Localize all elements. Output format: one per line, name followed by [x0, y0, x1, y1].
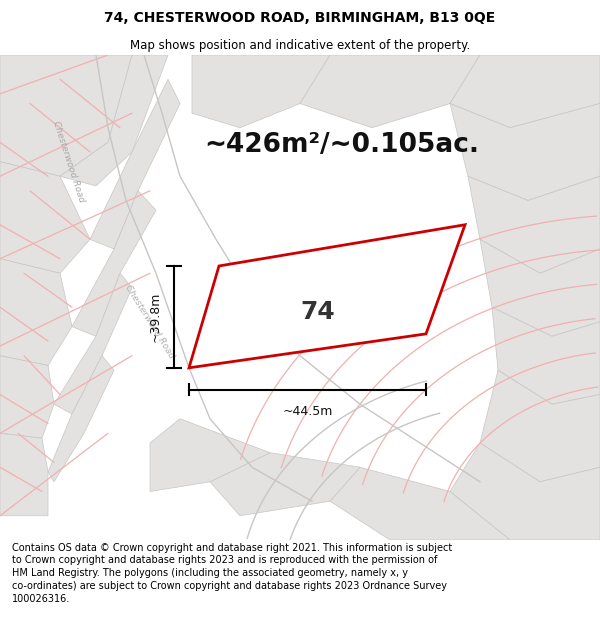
Polygon shape: [492, 308, 600, 404]
Polygon shape: [192, 55, 330, 128]
Polygon shape: [450, 55, 600, 128]
Polygon shape: [189, 225, 465, 368]
Polygon shape: [60, 55, 168, 186]
Polygon shape: [54, 273, 132, 414]
Text: 74: 74: [301, 300, 335, 324]
Polygon shape: [0, 433, 48, 516]
Polygon shape: [0, 162, 90, 273]
Polygon shape: [480, 370, 600, 482]
Polygon shape: [72, 191, 156, 336]
Text: ~44.5m: ~44.5m: [283, 405, 332, 418]
Text: Chesterwood Road: Chesterwood Road: [124, 283, 176, 360]
Text: ~426m²/~0.105ac.: ~426m²/~0.105ac.: [205, 132, 479, 158]
Polygon shape: [90, 79, 180, 249]
Polygon shape: [468, 176, 600, 273]
Polygon shape: [0, 356, 54, 438]
Polygon shape: [48, 356, 114, 482]
Text: Contains OS data © Crown copyright and database right 2021. This information is : Contains OS data © Crown copyright and d…: [12, 542, 452, 604]
Polygon shape: [150, 419, 270, 491]
Polygon shape: [480, 239, 600, 336]
Polygon shape: [330, 468, 510, 540]
Polygon shape: [0, 259, 72, 366]
Polygon shape: [0, 55, 132, 176]
Polygon shape: [450, 443, 600, 540]
Text: Chesterwood Road: Chesterwood Road: [52, 120, 86, 204]
Polygon shape: [210, 452, 360, 516]
Polygon shape: [450, 104, 600, 201]
Text: Map shows position and indicative extent of the property.: Map shows position and indicative extent…: [130, 39, 470, 51]
Text: ~39.8m: ~39.8m: [149, 292, 162, 342]
Polygon shape: [300, 55, 480, 128]
Text: 74, CHESTERWOOD ROAD, BIRMINGHAM, B13 0QE: 74, CHESTERWOOD ROAD, BIRMINGHAM, B13 0Q…: [104, 11, 496, 25]
